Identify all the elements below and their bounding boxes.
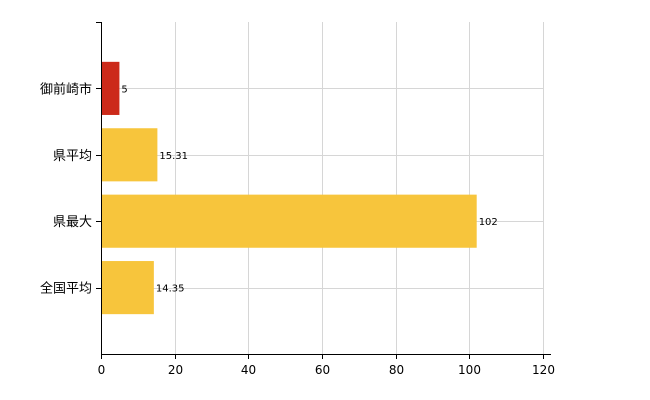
bar-3 — [101, 261, 154, 315]
category-label-0: 御前崎市 — [40, 81, 92, 97]
category-label-1: 県平均 — [53, 149, 92, 164]
data-label-0: 5 — [121, 84, 127, 95]
x-tick-label-6: 120 — [532, 363, 555, 377]
category-label-2: 県最大 — [53, 215, 92, 230]
bar-layer — [101, 61, 477, 315]
x-tick-label-0: 0 — [98, 363, 106, 377]
bar-0 — [101, 61, 120, 115]
x-tick-label-1: 20 — [168, 363, 183, 377]
bar-1 — [101, 128, 158, 182]
x-tick-label-4: 80 — [389, 363, 404, 377]
x-tick-label-3: 60 — [315, 363, 330, 377]
x-tick-label-5: 100 — [458, 363, 481, 377]
x-tick-label-2: 40 — [241, 363, 256, 377]
label-layer: 0 20 40 60 80 100 120 御前崎市 5 県平均 15.31 県最大 102 全国平均 14… — [40, 81, 555, 377]
data-label-3: 14.35 — [156, 284, 185, 295]
data-label-1: 15.31 — [159, 151, 188, 162]
data-label-2: 102 — [479, 217, 498, 228]
category-label-3: 全国平均 — [40, 281, 92, 297]
axis-layer — [96, 22, 551, 359]
grid-layer — [101, 22, 544, 354]
bar-2 — [101, 194, 477, 248]
